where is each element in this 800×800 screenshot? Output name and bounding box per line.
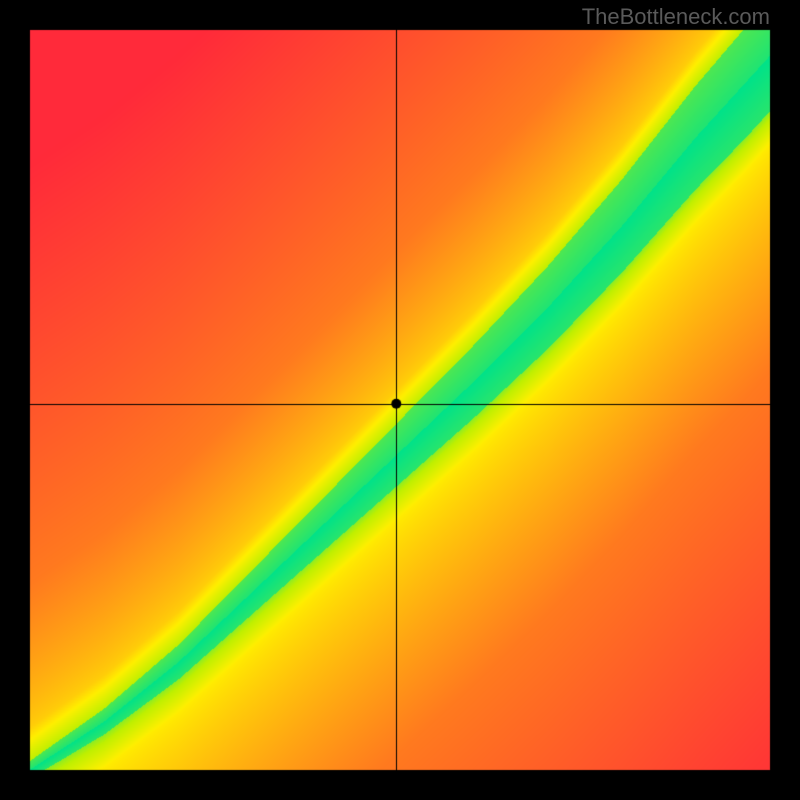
chart-container: TheBottleneck.com [0, 0, 800, 800]
watermark-text: TheBottleneck.com [582, 4, 770, 30]
bottleneck-heatmap [0, 0, 800, 800]
